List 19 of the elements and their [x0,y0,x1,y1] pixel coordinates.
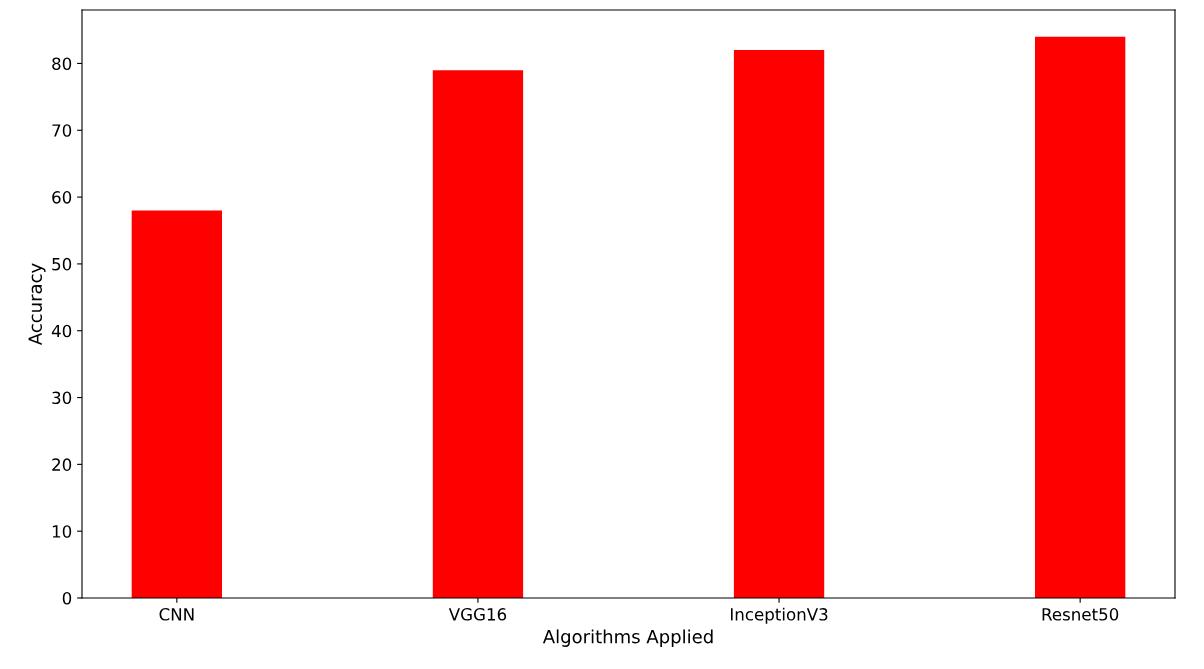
y-tick-label: 40 [51,324,72,338]
y-tick-label: 50 [52,257,72,271]
y-axis-title: Accuracy [28,263,46,346]
bar [1034,36,1126,598]
bar [432,70,524,598]
y-tick-label: 70 [52,124,72,137]
y-tick-label: 0 [62,591,72,605]
x-tick-label: VGG16 [448,608,507,621]
x-axis-title: Algorithms Applied [542,629,713,647]
y-tick-label: 20 [52,458,72,471]
x-tick-label: Resnet50 [1042,608,1119,621]
y-tick-label: 10 [52,525,72,538]
bar [131,210,223,598]
x-tick-label: CNN [159,608,194,621]
x-tick-label: InceptionV3 [730,607,828,624]
y-tick-label: 60 [52,191,72,204]
y-tick-label: 30 [52,391,72,405]
y-tick-label: 80 [52,57,72,71]
bar [733,50,825,598]
